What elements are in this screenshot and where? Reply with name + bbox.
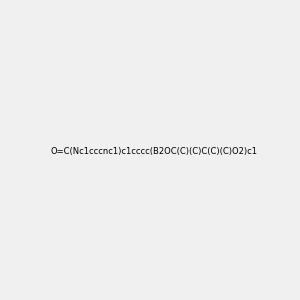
Text: O=C(Nc1cccnc1)c1cccc(B2OC(C)(C)C(C)(C)O2)c1: O=C(Nc1cccnc1)c1cccc(B2OC(C)(C)C(C)(C)O2… xyxy=(50,147,257,156)
